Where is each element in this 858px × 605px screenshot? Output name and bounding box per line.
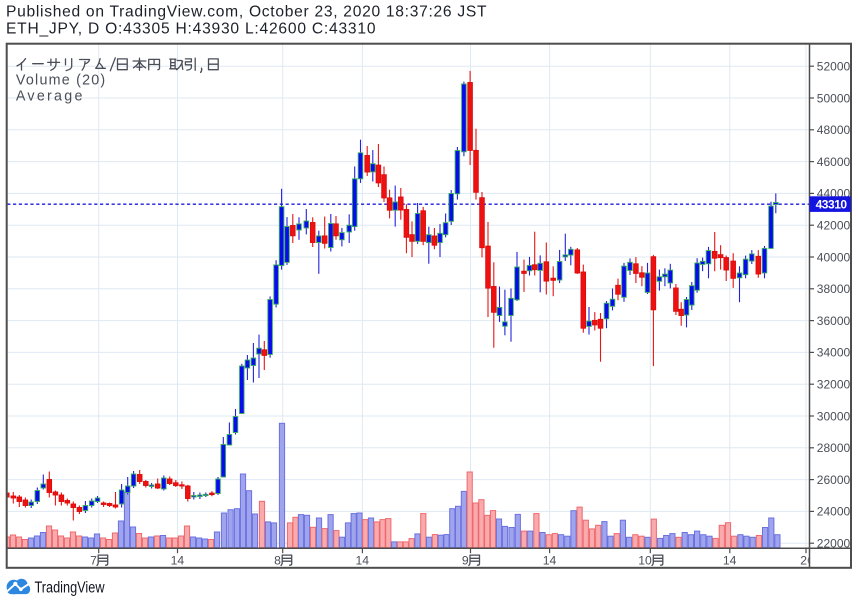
svg-text:14: 14 [543, 554, 557, 568]
svg-text:38000: 38000 [817, 282, 851, 296]
svg-text:28000: 28000 [817, 441, 851, 455]
svg-text:34000: 34000 [817, 346, 851, 360]
svg-text:8: 8 [274, 554, 281, 568]
svg-text:48000: 48000 [817, 123, 851, 137]
svg-text:43310: 43310 [816, 198, 848, 212]
svg-text:46000: 46000 [817, 155, 851, 169]
svg-text:ETH_JPY, D O:43305 H:43930 L:4: ETH_JPY, D O:43305 H:43930 L:42600 C:433… [6, 21, 376, 38]
svg-text:50000: 50000 [817, 91, 851, 105]
svg-text:Average: Average [16, 89, 83, 105]
svg-text:9: 9 [462, 554, 469, 568]
svg-text:TradingView: TradingView [35, 579, 106, 596]
svg-text:52000: 52000 [817, 60, 851, 74]
svg-text:22000: 22000 [817, 537, 851, 551]
svg-text:42000: 42000 [817, 219, 851, 233]
svg-text:26: 26 [800, 554, 814, 568]
svg-text:7: 7 [90, 554, 97, 568]
svg-text:14: 14 [356, 554, 370, 568]
svg-text:24000: 24000 [817, 505, 851, 519]
svg-text:36000: 36000 [817, 314, 851, 328]
svg-text:Published on TradingView.com,: Published on TradingView.com, October 23… [6, 4, 487, 21]
svg-text:14: 14 [723, 554, 737, 568]
svg-text:14: 14 [171, 554, 185, 568]
svg-text:30000: 30000 [817, 409, 851, 423]
svg-text:40000: 40000 [817, 250, 851, 264]
svg-text:10: 10 [638, 554, 652, 568]
svg-text:32000: 32000 [817, 378, 851, 392]
svg-text:26000: 26000 [817, 473, 851, 487]
